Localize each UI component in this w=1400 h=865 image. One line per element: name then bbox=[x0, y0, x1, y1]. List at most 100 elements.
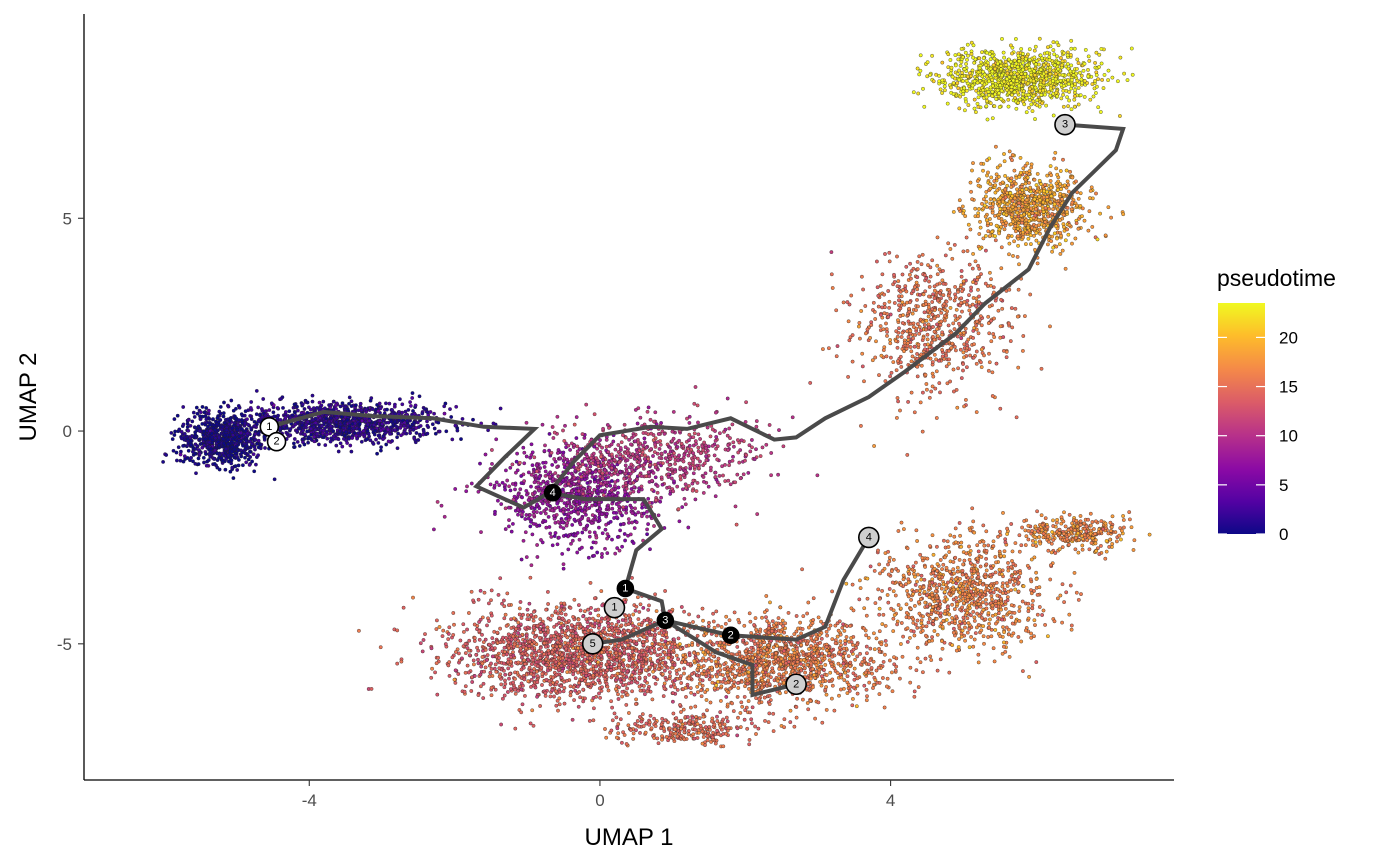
scatter-point bbox=[589, 456, 594, 460]
scatter-point bbox=[662, 686, 667, 691]
scatter-point bbox=[616, 491, 620, 495]
scatter-point bbox=[572, 475, 577, 480]
scatter-point bbox=[675, 484, 680, 489]
scatter-point bbox=[531, 673, 536, 678]
scatter-point bbox=[402, 424, 407, 428]
scatter-point bbox=[630, 646, 634, 650]
scatter-point bbox=[481, 681, 486, 686]
scatter-point bbox=[181, 422, 186, 427]
scatter-point bbox=[312, 434, 317, 439]
scatter-point bbox=[606, 688, 611, 693]
scatter-point bbox=[217, 467, 222, 472]
scatter-point bbox=[610, 479, 614, 483]
scatter-point bbox=[538, 630, 543, 634]
scatter-point bbox=[552, 457, 557, 461]
scatter-point bbox=[347, 426, 352, 431]
scatter-point bbox=[693, 385, 698, 389]
scatter-point bbox=[513, 726, 518, 731]
scatter-point bbox=[447, 674, 452, 678]
scatter-point bbox=[614, 502, 619, 506]
scatter-point bbox=[202, 429, 206, 434]
scatter-point bbox=[585, 466, 590, 471]
scatter-point bbox=[715, 457, 720, 462]
scatter-point bbox=[186, 448, 191, 453]
scatter-point bbox=[636, 440, 641, 445]
scatter-point bbox=[596, 678, 601, 683]
scatter-point bbox=[704, 446, 709, 451]
scatter-point bbox=[584, 668, 588, 673]
scatter-point bbox=[502, 693, 507, 698]
scatter-point bbox=[484, 658, 489, 662]
scatter-point bbox=[589, 545, 594, 550]
scatter-point bbox=[537, 488, 541, 493]
scatter-point bbox=[586, 682, 591, 686]
scatter-point bbox=[678, 467, 682, 472]
scatter-point bbox=[602, 636, 607, 641]
scatter-point bbox=[624, 469, 629, 474]
scatter-point bbox=[508, 488, 513, 493]
scatter-point bbox=[325, 436, 330, 441]
scatter-point bbox=[564, 646, 569, 651]
scatter-point bbox=[381, 427, 386, 431]
scatter-point bbox=[357, 422, 362, 426]
scatter-point bbox=[492, 666, 497, 671]
scatter-point bbox=[637, 675, 642, 680]
scatter-point bbox=[368, 438, 373, 443]
scatter-point bbox=[530, 450, 535, 455]
scatter-point bbox=[635, 421, 640, 426]
scatter-point bbox=[417, 394, 422, 399]
scatter-point bbox=[535, 694, 539, 699]
scatter-point bbox=[624, 614, 628, 618]
scatter-point bbox=[516, 507, 520, 512]
scatter-point bbox=[671, 410, 676, 414]
scatter-point bbox=[240, 413, 245, 418]
scatter-point bbox=[201, 432, 206, 437]
scatter-point bbox=[581, 491, 585, 496]
scatter-point bbox=[692, 431, 697, 436]
scatter-point bbox=[278, 418, 283, 422]
scatter-point bbox=[302, 407, 307, 411]
scatter-point bbox=[599, 650, 604, 655]
scatter-point bbox=[535, 674, 540, 678]
scatter-point bbox=[580, 678, 584, 682]
scatter-point bbox=[710, 427, 715, 432]
scatter-point bbox=[517, 606, 522, 611]
scatter-point bbox=[622, 532, 627, 536]
scatter-point bbox=[743, 458, 747, 463]
scatter-point bbox=[555, 698, 560, 703]
scatter-point bbox=[512, 642, 517, 647]
scatter-point bbox=[655, 653, 660, 658]
scatter-point bbox=[531, 510, 536, 514]
scatter-point bbox=[489, 661, 493, 666]
scatter-point bbox=[175, 458, 179, 463]
scatter-point bbox=[324, 429, 329, 434]
scatter-point bbox=[393, 419, 397, 424]
scatter-point bbox=[526, 516, 531, 521]
scatter-point bbox=[594, 664, 598, 669]
scatter-point bbox=[531, 630, 536, 635]
scatter-point bbox=[648, 665, 653, 670]
scatter-point bbox=[518, 646, 523, 651]
scatter-point bbox=[692, 401, 697, 406]
scatter-point bbox=[591, 696, 596, 700]
scatter-point bbox=[612, 662, 617, 666]
scatter-point bbox=[647, 672, 651, 677]
scatter-point bbox=[668, 670, 672, 675]
scatter-point bbox=[617, 460, 622, 465]
scatter-point bbox=[715, 444, 720, 449]
scatter-point bbox=[614, 715, 619, 720]
scatter-point bbox=[283, 410, 288, 414]
scatter-point bbox=[647, 630, 652, 634]
scatter-point bbox=[631, 541, 636, 545]
scatter-point bbox=[562, 501, 567, 505]
scatter-point bbox=[237, 458, 241, 462]
scatter-point bbox=[377, 419, 382, 423]
scatter-point bbox=[708, 434, 713, 439]
scatter-point bbox=[566, 547, 571, 552]
scatter-point bbox=[673, 469, 678, 474]
scatter-point bbox=[533, 662, 538, 667]
scatter-point bbox=[562, 601, 567, 606]
scatter-point bbox=[574, 660, 579, 665]
scatter-point bbox=[311, 425, 316, 429]
scatter-point bbox=[516, 660, 521, 665]
